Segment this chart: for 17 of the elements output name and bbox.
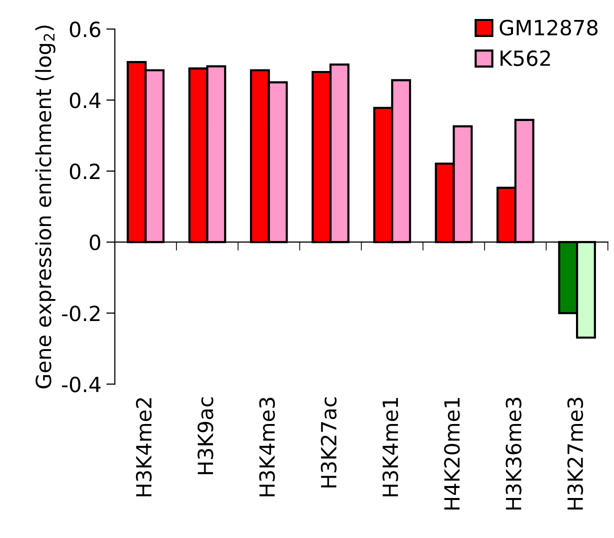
y-tick-label: 0.6 bbox=[70, 22, 100, 38]
y-tick-label: 0.2 bbox=[70, 164, 100, 180]
x-tick-label: H3K27me3 bbox=[567, 398, 584, 510]
legend-label: K562 bbox=[500, 50, 550, 66]
x-tick-label: H3K4me1 bbox=[382, 398, 398, 496]
x-tick-label: H3K36me3 bbox=[506, 398, 522, 510]
x-tick-label: H3K4me3 bbox=[259, 398, 275, 496]
y-tick-label: 0.4 bbox=[70, 92, 100, 108]
x-tick-label: H4K20me1 bbox=[444, 398, 460, 510]
x-tick-label: H3K4me2 bbox=[136, 398, 152, 496]
x-tick-label: H3K27ac bbox=[320, 397, 337, 488]
x-tick-label: H3K9ac bbox=[198, 397, 214, 474]
y-tick-label: 0 bbox=[90, 234, 100, 250]
y-tick-label: -0.2 bbox=[62, 306, 100, 322]
y-axis-title: Gene expression enrichment (log$_{2}$) bbox=[35, 26, 56, 388]
y-tick-label: -0.4 bbox=[62, 376, 100, 392]
legend-label: GM12878 bbox=[500, 20, 598, 36]
